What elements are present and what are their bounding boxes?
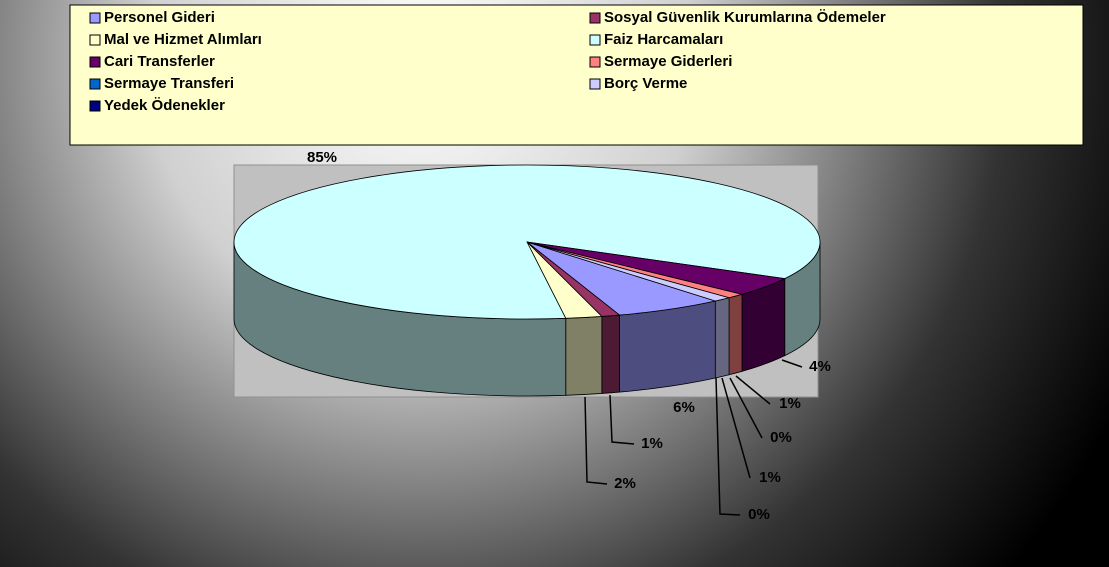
leader-line [715, 377, 741, 516]
legend-label: Mal ve Hizmet Alımları [104, 31, 262, 48]
leader-line [781, 359, 803, 368]
slice-side [601, 314, 620, 394]
legend-swatch [89, 56, 101, 68]
legend-swatch [89, 100, 101, 112]
legend-label: Yedek Ödenekler [104, 97, 225, 114]
legend-label: Sosyal Güvenlik Kurumlarına Ödemeler [604, 9, 886, 26]
legend-swatch [589, 12, 601, 24]
data-label: 0% [748, 506, 770, 523]
data-label: 1% [759, 469, 781, 486]
legend-swatch [89, 78, 101, 90]
leader-line [584, 396, 608, 485]
slice-side [714, 297, 730, 379]
legend-swatch [589, 78, 601, 90]
slice-side [728, 293, 743, 376]
slice [526, 241, 731, 302]
data-label: 4% [809, 358, 831, 375]
data-label: 0% [770, 429, 792, 446]
leader-line [735, 375, 771, 405]
data-label: 85% [307, 149, 337, 166]
data-label: 1% [641, 435, 663, 452]
legend-label: Sermaye Giderleri [604, 53, 732, 70]
leader-line [609, 394, 635, 445]
legend-label: Personel Gideri [104, 9, 215, 26]
legend-swatch [89, 12, 101, 24]
legend [69, 4, 1084, 146]
slice-side [565, 316, 603, 396]
leader-line [729, 377, 763, 439]
data-label: 1% [779, 395, 801, 412]
data-label: 6% [673, 399, 695, 416]
slice-side [619, 300, 716, 393]
legend-swatch [89, 34, 101, 46]
legend-swatch [589, 56, 601, 68]
legend-label: Cari Transferler [104, 53, 215, 70]
data-label: 2% [614, 475, 636, 492]
legend-label: Borç Verme [604, 75, 687, 92]
legend-label: Sermaye Transferi [104, 75, 234, 92]
leader-line [721, 377, 751, 479]
legend-label: Faiz Harcamaları [604, 31, 723, 48]
legend-swatch [589, 34, 601, 46]
